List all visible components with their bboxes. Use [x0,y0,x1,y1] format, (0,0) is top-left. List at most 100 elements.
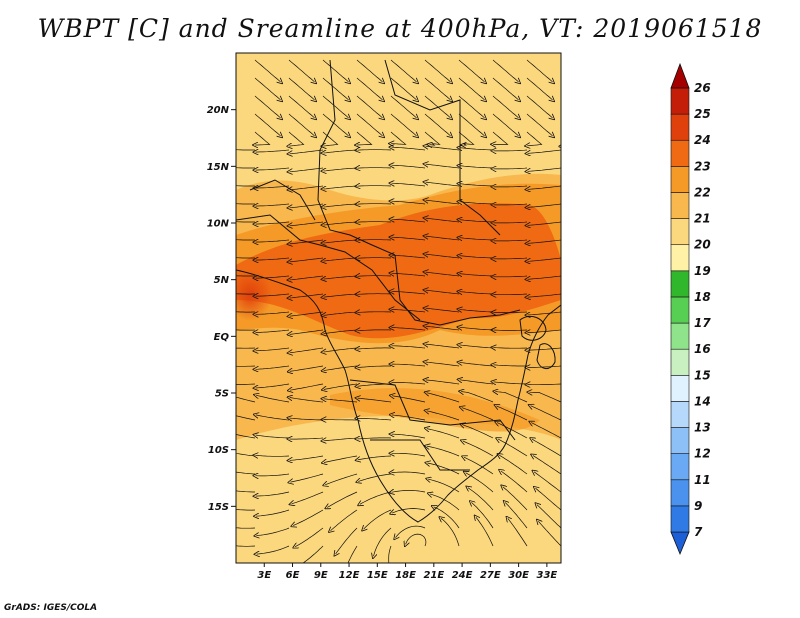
streamline [331,509,358,531]
streamline [392,453,426,457]
colorbar-arrow-top [670,62,690,89]
streamline [290,149,324,154]
streamline [290,365,324,371]
streamline [256,186,290,188]
streamline [390,113,417,136]
streamline [357,348,391,349]
streamline [492,113,519,136]
streamline [463,441,494,457]
streamline [324,365,358,371]
streamline [460,292,494,294]
streamline [505,503,528,529]
streamline [256,509,290,516]
lon-tick-label: 3E [257,570,271,581]
streamline [392,328,426,330]
streamline [290,293,324,298]
streamline [527,131,543,146]
streamline [236,545,256,547]
streamline [529,392,561,403]
plot-frame [235,52,562,564]
streamline [288,113,315,136]
lat-tick-label: EQ [214,332,230,343]
streamline [427,463,460,475]
streamline [493,204,528,205]
streamline [426,254,460,259]
footer-credit: GrADS: IGES/COLA [4,603,98,613]
streamline [357,131,373,145]
streamlines [236,59,561,563]
streamline [289,131,305,146]
streamline [528,311,561,315]
lat-tick-label: 5N [214,275,230,286]
streamline [528,185,561,189]
colorbar-box [670,139,690,167]
streamline [357,276,392,277]
streamline [236,329,256,331]
streamline [290,185,324,190]
streamline [458,131,475,145]
streamline [492,95,519,118]
streamline [374,527,392,556]
streamline [460,380,494,385]
lake-victoria [519,315,547,341]
streamline [460,345,494,349]
lon-tick-label: 30E [508,570,529,581]
streamline [390,77,417,100]
streamline [493,168,528,169]
streamline [460,238,494,240]
streamline [256,222,290,224]
streamline [392,219,426,223]
lon-tick-label: 12E [339,570,360,581]
streamline [427,411,460,421]
streamline [290,398,324,403]
streamline [290,455,324,460]
colorbar-label: 23 [694,159,711,173]
streamline [324,257,358,261]
streamline [292,491,324,504]
streamline [427,393,460,403]
streamline [528,167,561,171]
streamline [392,382,426,384]
streamline [460,184,494,186]
streamline [256,435,290,438]
border-b [384,59,501,236]
streamline [236,347,256,349]
streamline [322,95,349,118]
streamline [256,491,290,496]
streamline [424,131,441,145]
streamline [357,150,392,151]
streamline [526,59,553,82]
streamline [256,312,290,314]
streamline [424,113,451,136]
latitude-axis: 20N 15N 10N 5N EQ 5S 10S 15S [207,105,236,513]
border-c [236,214,421,321]
streamline [426,272,460,277]
colorbar-label: 14 [694,394,711,408]
streamline [537,505,561,529]
streamline [392,291,426,294]
streamline [364,509,392,529]
streamline [461,392,494,403]
coastline-west-africa [236,269,561,523]
streamline [392,346,426,348]
lat-tick-label: 10N [207,219,230,230]
streamline [426,362,460,367]
streamline [236,383,256,385]
streamline [532,439,561,457]
streamline [528,257,561,261]
streamline [460,309,494,312]
streamline [392,237,426,241]
streamline [392,508,426,514]
lon-tick-label: 6E [286,570,300,581]
streamline [426,146,460,151]
colorbar-box [670,505,690,533]
streamline [324,383,358,390]
streamline [462,408,494,421]
streamline [426,200,460,205]
streamline [357,330,392,331]
streamline [256,347,290,351]
streamline [358,366,391,368]
streamline [424,77,451,100]
colorbar-box [670,296,690,324]
streamline [526,77,553,100]
